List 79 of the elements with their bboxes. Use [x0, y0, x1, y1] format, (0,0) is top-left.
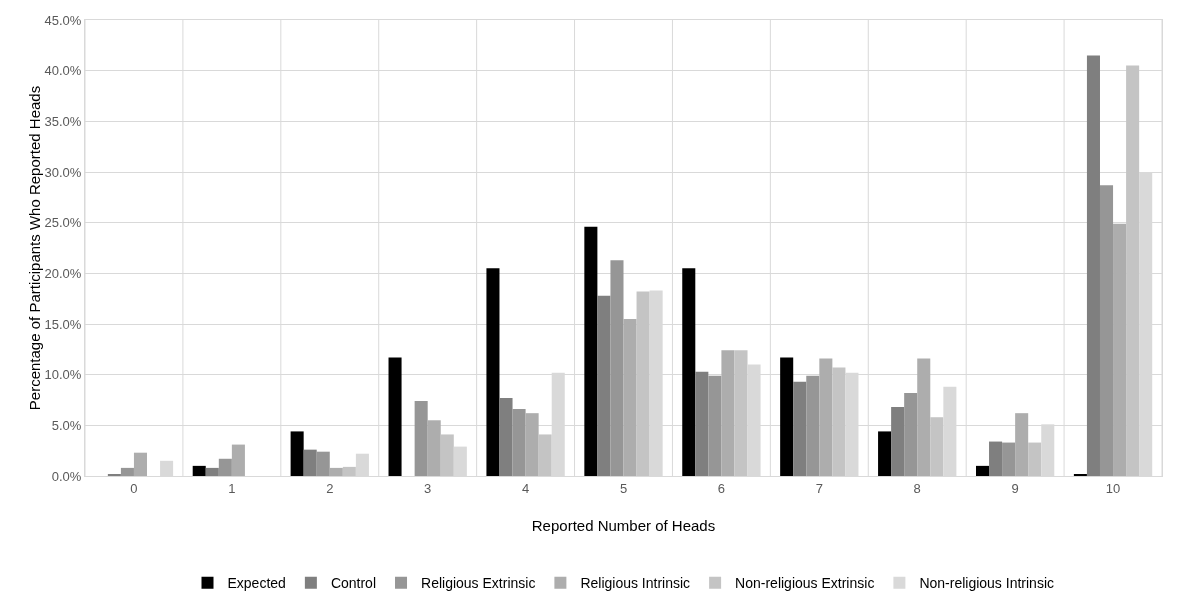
y-tick-label: 15.0% — [44, 316, 82, 332]
bar — [610, 260, 624, 476]
y-tick-label: 35.0% — [44, 113, 82, 129]
y-tick-label: 45.0% — [44, 12, 82, 28]
bar — [133, 452, 148, 476]
bar — [414, 401, 428, 476]
bar — [120, 467, 134, 476]
bar — [1015, 413, 1029, 476]
bar — [793, 381, 807, 476]
bar — [1086, 55, 1100, 476]
legend-label: Non-religious Intrinsic — [919, 575, 1054, 592]
bar — [316, 451, 330, 476]
x-tick-label: 2 — [326, 480, 334, 496]
x-tick-label: 6 — [717, 480, 726, 496]
bar — [989, 441, 1003, 476]
bar — [721, 350, 735, 476]
legend-label: Religious Extrinsic — [421, 575, 536, 592]
bar — [1002, 442, 1016, 476]
bar — [538, 434, 552, 476]
bar — [303, 449, 317, 476]
bar — [342, 466, 356, 476]
x-tick-label: 10 — [1105, 480, 1121, 496]
bar — [891, 407, 905, 476]
x-tick-label: 8 — [913, 480, 921, 496]
bar — [525, 413, 539, 476]
legend-label: Non-religious Extrinsic — [735, 575, 875, 592]
x-tick-label: 1 — [228, 480, 236, 496]
bar — [695, 371, 709, 476]
bar — [499, 397, 513, 476]
bar — [486, 268, 500, 476]
y-tick-label: 20.0% — [44, 265, 82, 281]
bar — [107, 473, 121, 476]
bar — [427, 420, 441, 476]
x-tick-label: 4 — [521, 480, 530, 496]
bar — [231, 444, 245, 476]
bar — [1028, 442, 1042, 476]
bar — [623, 318, 637, 476]
legend-label: Control — [330, 575, 377, 592]
legend-label: Expected — [227, 575, 286, 592]
bar — [780, 357, 794, 476]
bar — [584, 226, 598, 476]
y-tick-label: 40.0% — [44, 63, 82, 79]
bar — [734, 350, 748, 476]
x-tick-label: 3 — [424, 480, 432, 496]
bar — [388, 357, 402, 476]
bar — [975, 465, 990, 476]
bar — [1113, 223, 1127, 476]
x-tick-label: 5 — [619, 480, 628, 496]
bar — [878, 431, 892, 476]
y-tick-label: 30.0% — [44, 164, 82, 180]
bar — [192, 465, 206, 476]
bar — [917, 358, 931, 476]
bar — [1099, 185, 1114, 476]
bar — [597, 295, 611, 476]
bar — [440, 434, 454, 476]
bar — [1126, 65, 1140, 476]
bar — [512, 409, 526, 476]
bar — [329, 467, 343, 476]
x-tick-label: 0 — [130, 480, 138, 496]
bar — [708, 375, 722, 476]
bar — [832, 367, 846, 476]
y-tick-label: 5.0% — [51, 417, 82, 433]
x-tick-label: 7 — [815, 480, 823, 496]
legend-label: Religious Intrinsic — [580, 575, 691, 592]
bar — [636, 291, 650, 476]
x-axis-title: Reported Number of Heads — [531, 517, 716, 534]
bar — [682, 268, 696, 476]
bar — [218, 458, 232, 476]
y-axis-title: Percentage of Participants Who Reported Heads — [25, 85, 43, 411]
bar — [806, 375, 820, 476]
bar — [205, 467, 219, 476]
x-tick-label: 9 — [1011, 480, 1019, 496]
bar — [930, 417, 944, 476]
y-tick-label: 10.0% — [44, 367, 82, 383]
y-tick-label: 0.0% — [51, 468, 82, 484]
bar — [904, 392, 918, 476]
bar — [290, 431, 304, 476]
bar — [819, 358, 833, 476]
y-tick-label: 25.0% — [44, 215, 82, 231]
